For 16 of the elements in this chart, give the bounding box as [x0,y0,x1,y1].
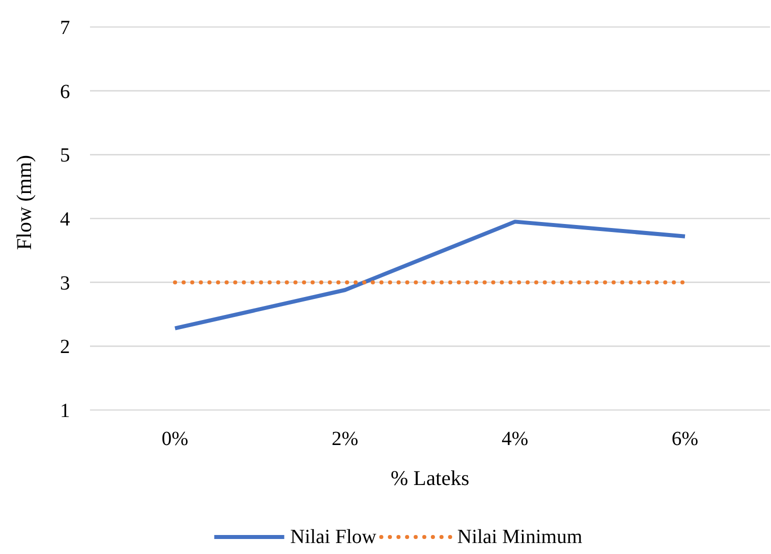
y-tick-label: 2 [60,336,70,358]
x-tick-label: 2% [332,428,358,450]
y-axis-title: Flow (mm) [12,154,36,250]
y-tick-label: 5 [60,144,70,167]
y-tick-label: 1 [60,400,70,422]
x-tick-label: 4% [502,428,528,450]
x-axis-title: % Lateks [390,466,470,490]
y-tick-label: 6 [60,80,70,103]
legend-label: Nilai Flow [290,526,377,548]
legend-label: Nilai Minimum [457,526,583,548]
y-tick-label: 7 [60,17,70,39]
x-tick-label: 6% [672,428,698,450]
y-tick-label: 3 [60,272,70,294]
y-tick-label: 4 [60,208,70,230]
line-series [173,220,687,330]
x-tick-label: 0% [162,428,188,450]
